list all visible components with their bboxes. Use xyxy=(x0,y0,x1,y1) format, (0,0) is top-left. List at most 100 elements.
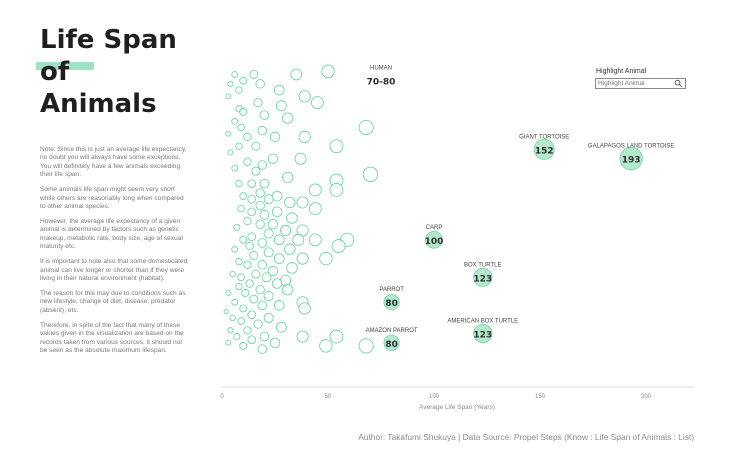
bubble-point xyxy=(296,252,309,265)
annotation-name: AMERICAN BOX TURTLE xyxy=(447,318,518,324)
highlight-animal-input[interactable] xyxy=(598,79,672,88)
bubble-point xyxy=(269,131,281,143)
bubble-point xyxy=(275,321,287,333)
annotation-value: 80 xyxy=(385,340,398,350)
bubble-point xyxy=(255,200,265,211)
bubble-layer xyxy=(223,64,379,354)
bubble-point xyxy=(237,317,245,325)
bubble-point xyxy=(284,243,296,255)
bubble-point xyxy=(298,302,311,315)
bubble-point xyxy=(310,96,324,109)
bubble-point xyxy=(225,130,232,137)
highlight-bubble xyxy=(533,138,555,160)
bubble-point xyxy=(229,314,236,322)
x-tick-label: 200 xyxy=(641,394,652,400)
bubble-point xyxy=(273,84,285,96)
bubble-point xyxy=(225,339,232,346)
annotation-name: GALAPAGOS LAND TORTOISE xyxy=(588,144,674,150)
highlight-animal-box xyxy=(595,78,686,89)
bubble-point xyxy=(235,142,243,150)
bubble-point xyxy=(247,194,256,204)
highlight-animal-label: Highlight Animal xyxy=(596,68,647,75)
note-paragraph: Some animals life span might seem very s… xyxy=(40,186,184,211)
bubble-point xyxy=(329,139,344,154)
bubble-point xyxy=(237,123,245,132)
bubble-point xyxy=(331,239,346,254)
highlight-bubble xyxy=(425,231,443,249)
bubble-point xyxy=(237,273,245,282)
bubble-point xyxy=(259,331,270,342)
bubble-point xyxy=(263,247,274,258)
bubble-point xyxy=(227,327,234,334)
bubble-point xyxy=(308,233,322,247)
annotation-layer: HUMAN 70-80 GIANT TORTOISE 152 GALAPAGOS LAN… xyxy=(366,66,675,350)
bubble-point xyxy=(282,171,294,184)
note-paragraph: Therefore, in spite of the fact that man… xyxy=(40,321,184,355)
bubble-point xyxy=(329,183,344,197)
note-paragraph: Note: Since this is just an average life… xyxy=(40,146,187,179)
highlight-layer xyxy=(383,138,643,351)
bubble-point xyxy=(245,279,254,288)
note-paragraph: The reason for this may due to condition… xyxy=(40,290,186,314)
bubble-point xyxy=(286,212,298,224)
bubble-point xyxy=(247,179,256,188)
bubble-point xyxy=(263,291,274,301)
bubble-point xyxy=(319,339,333,353)
bubble-point xyxy=(227,80,234,87)
bubble-point xyxy=(257,344,268,354)
bubble-point xyxy=(298,90,311,103)
bubble-point xyxy=(247,207,256,217)
highlight-bubble xyxy=(473,323,493,344)
bubble-point xyxy=(358,338,374,354)
bubble-point xyxy=(243,326,252,335)
bubble-point xyxy=(259,210,270,220)
bubble-point xyxy=(231,71,239,78)
title-line-1: Life Span xyxy=(40,25,177,55)
bubble-point xyxy=(239,235,248,244)
bubble-point xyxy=(249,294,259,304)
title-line-3: Animals xyxy=(40,89,157,119)
bubble-point xyxy=(282,284,294,296)
bubble-point xyxy=(227,149,234,156)
bubble-point xyxy=(223,308,229,315)
bubble-point xyxy=(263,194,274,205)
page-title: Life Span of Animals xyxy=(40,24,177,120)
bubble-point xyxy=(253,97,263,108)
bubble-point xyxy=(259,178,270,189)
bubble-point xyxy=(243,260,252,269)
bubble-point xyxy=(296,330,309,343)
bubble-point xyxy=(247,232,256,242)
x-tick-label: 100 xyxy=(429,394,440,400)
bubble-point xyxy=(243,157,252,166)
bubble-point xyxy=(225,93,232,100)
x-axis-title: Average Life Span (Years) xyxy=(419,404,495,411)
bubble-point xyxy=(255,188,265,198)
bubble-point xyxy=(321,64,335,79)
bubble-point xyxy=(255,219,265,229)
bubble-point xyxy=(225,290,232,296)
bubble-point xyxy=(286,262,298,274)
bubble-point xyxy=(247,335,256,344)
annotation-name: BOX TURTLE xyxy=(464,262,501,268)
bubble-point xyxy=(257,125,268,136)
notes-panel: Note: Since this is just an average life… xyxy=(40,146,188,362)
note-paragraph: However, the average life expectancy of … xyxy=(40,218,183,251)
highlight-bubble xyxy=(383,334,400,351)
bubble-point xyxy=(282,112,294,124)
annotation-value: 100 xyxy=(425,237,444,247)
bubble-point xyxy=(298,130,311,143)
bubble-point xyxy=(273,300,285,311)
bubble-point xyxy=(257,300,268,311)
bubble-point xyxy=(233,223,241,231)
bubble-point xyxy=(273,253,285,264)
annotation-name: AMAZON PARROT xyxy=(366,328,418,334)
bubble-point xyxy=(290,68,303,81)
bubble-point xyxy=(292,233,305,246)
search-icon[interactable] xyxy=(674,79,683,88)
bubble-point xyxy=(271,190,283,202)
bubble-point xyxy=(263,228,274,239)
bubble-point xyxy=(294,152,307,165)
bubble-point xyxy=(239,76,248,85)
bubble-point xyxy=(235,86,243,94)
